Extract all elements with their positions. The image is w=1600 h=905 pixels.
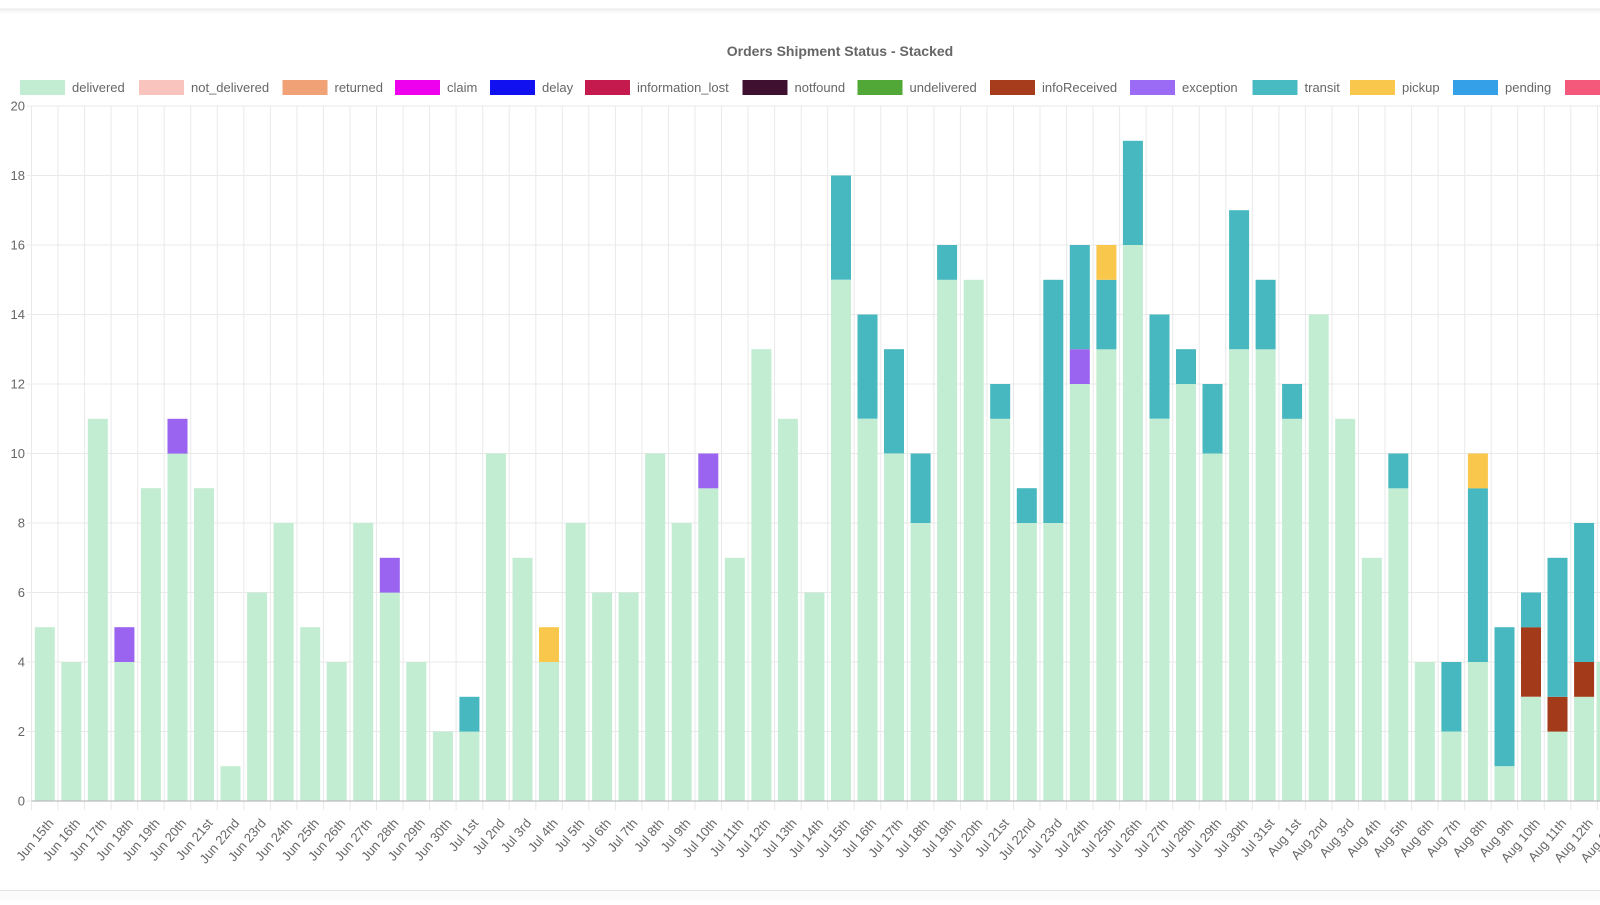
svg-text:notfound: notfound [795, 80, 846, 95]
svg-text:information_lost: information_lost [637, 80, 729, 95]
svg-text:not_delivered: not_delivered [191, 80, 269, 95]
svg-text:pending: pending [1505, 80, 1551, 95]
svg-text:undelivered: undelivered [910, 80, 977, 95]
svg-text:transit: transit [1305, 80, 1341, 95]
svg-text:8: 8 [18, 516, 25, 531]
svg-text:infoReceived: infoReceived [1042, 80, 1117, 95]
svg-text:returned: returned [335, 80, 383, 95]
svg-text:0: 0 [18, 794, 25, 809]
svg-text:exception: exception [1182, 80, 1238, 95]
svg-text:4: 4 [18, 655, 25, 670]
svg-text:pickup: pickup [1402, 80, 1440, 95]
svg-text:16: 16 [11, 238, 25, 253]
svg-text:claim: claim [447, 80, 477, 95]
svg-text:14: 14 [11, 307, 25, 322]
svg-text:12: 12 [11, 377, 25, 392]
svg-text:delay: delay [542, 80, 574, 95]
svg-text:18: 18 [11, 168, 25, 183]
svg-text:Orders Shipment Status - Stack: Orders Shipment Status - Stacked [727, 43, 953, 59]
svg-text:6: 6 [18, 585, 25, 600]
svg-text:delivered: delivered [72, 80, 125, 95]
svg-text:10: 10 [11, 446, 25, 461]
svg-text:20: 20 [11, 99, 25, 114]
svg-text:2: 2 [18, 724, 25, 739]
